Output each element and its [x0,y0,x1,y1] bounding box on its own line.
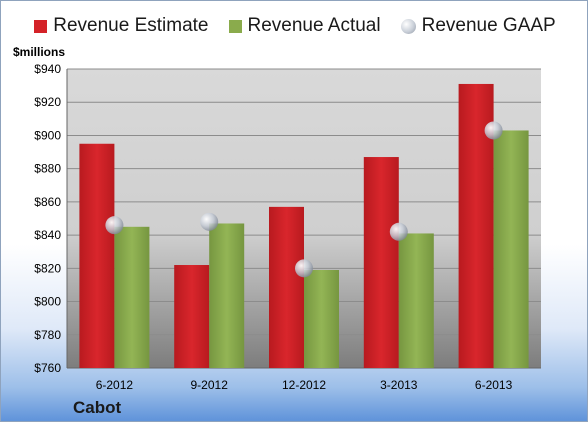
x-tick-label: 12-2012 [282,378,326,392]
point-revenue-gaap [200,212,219,231]
y-axis-units-label: $millions [13,45,66,59]
x-tick-label: 6-2012 [96,378,134,392]
legend-swatch-actual [228,19,242,33]
legend: Revenue Estimate Revenue Actual Revenue … [1,15,587,37]
y-tick-label: $860 [34,195,61,209]
legend-item-gaap: Revenue GAAP [400,15,556,37]
bar-revenue-actual [209,223,245,368]
point-revenue-gaap [389,222,408,241]
y-tick-label: $760 [34,361,61,375]
point-revenue-gaap [295,259,313,278]
legend-swatch-gaap [400,18,416,34]
y-tick-label: $840 [34,228,61,242]
bar-revenue-estimate [174,265,210,368]
y-tick-label: $900 [34,128,61,142]
x-tick-label: 6-2013 [475,378,513,392]
y-tick-label: $880 [34,162,61,176]
x-tick-label: 9-2012 [191,378,229,392]
legend-item-estimate: Revenue Estimate [34,15,209,37]
bar-revenue-estimate [269,206,304,368]
bar-revenue-actual [304,269,339,368]
point-revenue-gaap [105,216,124,235]
bar-revenue-actual [493,130,529,368]
y-tick-label: $920 [34,95,61,109]
legend-label-actual: Revenue Actual [247,15,381,36]
y-tick-label: $940 [34,62,61,76]
legend-item-actual: Revenue Actual [228,15,381,37]
point-revenue-gaap [484,121,503,140]
legend-swatch-estimate [34,19,48,33]
x-tick-label: 3-2013 [380,378,418,392]
bar-revenue-estimate [79,143,115,368]
y-tick-label: $820 [34,261,61,275]
legend-label-gaap: Revenue GAAP [421,15,556,36]
bar-revenue-actual [114,226,150,368]
legend-label-estimate: Revenue Estimate [53,15,209,36]
company-name: Cabot [73,398,122,417]
bar-revenue-actual [398,233,434,368]
y-tick-label: $780 [34,328,61,342]
bar-revenue-estimate [363,157,399,368]
y-tick-label: $800 [34,295,61,309]
